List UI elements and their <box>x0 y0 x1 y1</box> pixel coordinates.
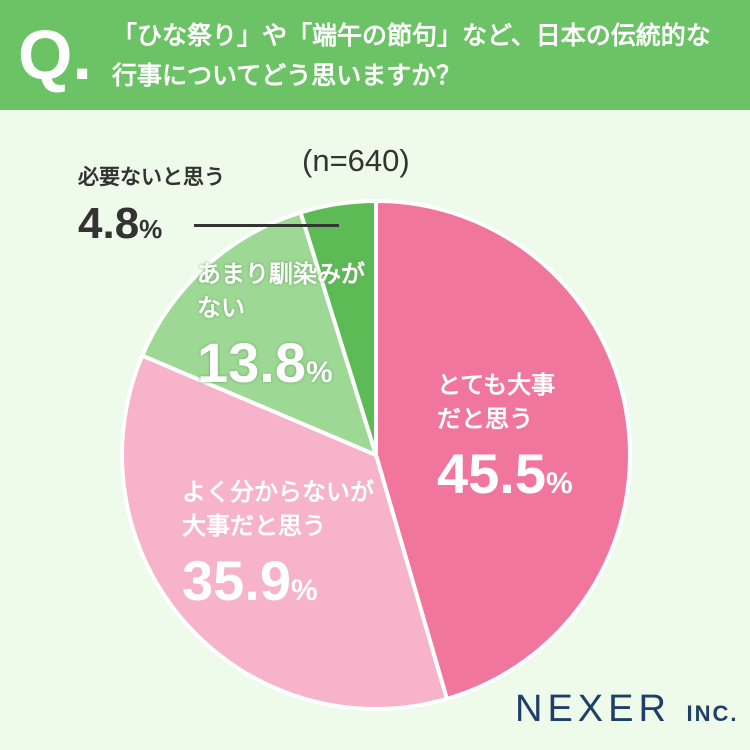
slice-label-not-familiar: あまり馴染みが ない 13.8% <box>197 257 365 405</box>
percent-unit: % <box>139 214 163 244</box>
slice-label-line2: だと思う <box>437 405 533 433</box>
slice-label-line1: よく分からないが <box>182 478 374 506</box>
slice-value: 35.9 <box>182 549 291 612</box>
slice-label-line2: ない <box>197 294 245 322</box>
pie-slice-not-necessary <box>298 199 378 457</box>
pie-slice-very-important <box>374 199 632 701</box>
slice-percent: 45.5% <box>437 442 573 516</box>
question-header: Q. 「ひな祭り」や「端午の節句」など、日本の伝統的な 行事についてどう思います… <box>0 0 750 110</box>
slice-percent: 4.8% <box>78 198 225 255</box>
slice-label-unsure-but-important: よく分からないが 大事だと思う 35.9% <box>182 475 374 623</box>
percent-unit: % <box>291 574 318 607</box>
percent-unit: % <box>306 356 333 389</box>
pie-slice-unsure-but-important <box>120 353 449 711</box>
brand-logo: NEXER INC. <box>515 688 738 731</box>
slice-value: 45.5 <box>437 442 546 505</box>
slice-label-line1: とても大事 <box>437 371 556 399</box>
percent-unit: % <box>546 467 573 500</box>
slice-label-line1: あまり馴染みが <box>197 260 365 288</box>
slice-label-line2: 大事だと思う <box>182 512 326 540</box>
question-line-1: 「ひな祭り」や「端午の節句」など、日本の伝統的な <box>112 21 711 50</box>
sample-size-label: (n=640) <box>302 143 410 178</box>
question-text: 「ひな祭り」や「端午の節句」など、日本の伝統的な 行事についてどう思いますか？ <box>112 16 737 96</box>
brand-name: NEXER <box>515 688 671 730</box>
slice-label-very-important: とても大事 だと思う 45.5% <box>437 368 573 516</box>
slice-label-not-necessary: 必要ないと思う 4.8% <box>78 162 225 255</box>
question-line-2: 行事についてどう思いますか？ <box>112 61 462 90</box>
leader-line <box>194 224 339 227</box>
slice-value: 4.8 <box>78 199 140 248</box>
brand-suffix: INC. <box>686 701 739 726</box>
question-mark: Q. <box>18 16 92 94</box>
slice-percent: 13.8% <box>197 331 365 405</box>
slice-percent: 35.9% <box>182 549 374 623</box>
slice-label-line1: 必要ないと思う <box>78 165 225 189</box>
slice-value: 13.8 <box>197 331 306 394</box>
